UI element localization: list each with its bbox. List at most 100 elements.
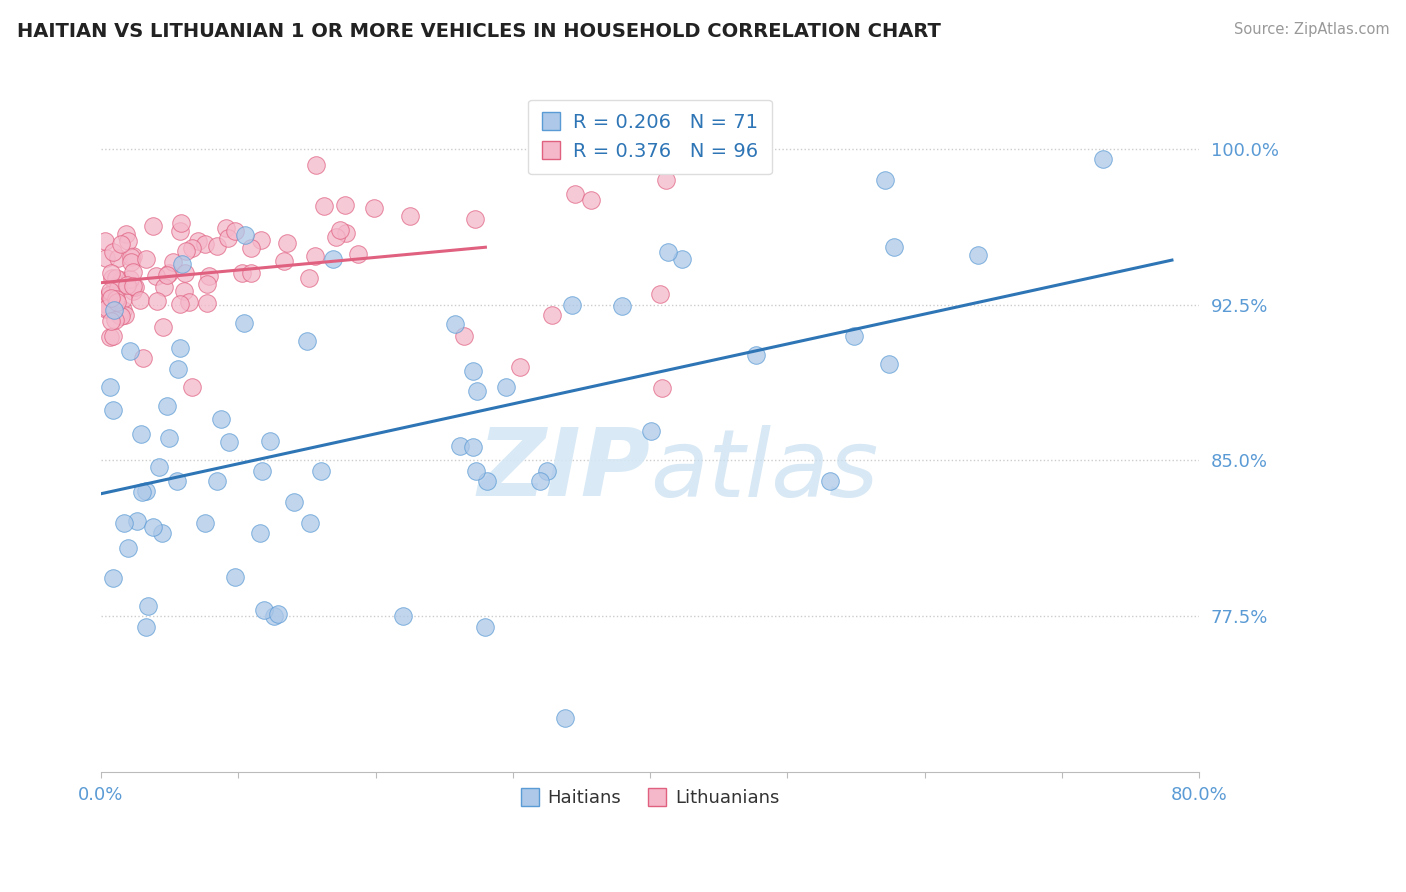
Point (112, 292, 135, 306)
Point (453, 328, 475, 343)
Point (94, 251, 117, 265)
Point (181, 380, 204, 394)
Point (463, 364, 485, 378)
Point (267, 607, 290, 622)
Point (101, 271, 124, 285)
Point (104, 271, 127, 285)
Point (295, 334, 318, 348)
Point (198, 268, 221, 283)
Point (335, 226, 357, 240)
Point (152, 320, 174, 334)
Point (118, 343, 141, 358)
Point (145, 269, 167, 284)
Point (104, 313, 127, 327)
Point (263, 609, 285, 624)
Point (475, 474, 498, 488)
Point (117, 541, 139, 555)
Point (640, 424, 662, 438)
Point (120, 250, 142, 264)
Point (135, 483, 157, 498)
Point (120, 272, 142, 286)
Point (224, 224, 246, 238)
Point (461, 440, 484, 454)
Point (276, 236, 298, 251)
Point (135, 619, 157, 633)
Point (100, 266, 122, 280)
Point (464, 212, 486, 227)
Point (120, 254, 142, 268)
Point (651, 381, 673, 395)
Point (110, 273, 132, 287)
Point (122, 285, 145, 299)
Point (325, 229, 347, 244)
Point (561, 298, 583, 312)
Point (153, 279, 176, 293)
Point (335, 198, 357, 212)
Point (138, 599, 160, 613)
Point (877, 357, 900, 371)
Point (464, 464, 486, 478)
Point (100, 314, 122, 328)
Point (125, 514, 148, 528)
Point (967, 248, 990, 262)
Point (108, 308, 131, 322)
Point (232, 317, 254, 331)
Point (465, 384, 488, 398)
Point (564, 187, 586, 202)
Point (224, 569, 246, 583)
Point (98, 380, 121, 394)
Point (148, 460, 170, 475)
Point (509, 359, 531, 374)
Point (581, 194, 603, 208)
Point (250, 464, 273, 478)
Point (117, 278, 139, 293)
Point (157, 431, 180, 445)
Point (249, 526, 271, 541)
Point (110, 237, 132, 252)
Point (156, 399, 179, 413)
Point (283, 495, 305, 509)
Point (94, 302, 117, 317)
Point (239, 266, 262, 280)
Point (170, 257, 193, 271)
Point (105, 294, 128, 309)
Point (129, 293, 152, 308)
Point (180, 241, 202, 255)
Point (101, 571, 124, 585)
Point (818, 474, 841, 488)
Point (655, 173, 678, 187)
Point (250, 234, 273, 248)
Point (103, 245, 125, 260)
Point (305, 158, 328, 172)
Point (157, 266, 180, 280)
Point (114, 308, 136, 322)
Point (610, 299, 633, 313)
Point (671, 252, 693, 266)
Point (540, 308, 562, 322)
Point (187, 235, 209, 249)
Point (209, 412, 232, 426)
Point (112, 516, 135, 530)
Point (100, 291, 122, 305)
Point (110, 309, 132, 323)
Point (146, 293, 169, 308)
Text: Source: ZipAtlas.com: Source: ZipAtlas.com (1233, 22, 1389, 37)
Point (207, 239, 229, 253)
Point (167, 361, 190, 376)
Point (121, 279, 143, 293)
Point (671, 140, 693, 154)
Point (169, 297, 191, 311)
Point (329, 223, 352, 237)
Point (363, 201, 385, 215)
Point (873, 172, 896, 186)
Point (142, 219, 165, 234)
Point (107, 281, 129, 295)
Point (103, 302, 125, 317)
Point (98, 288, 121, 302)
Point (96, 301, 118, 315)
Point (218, 434, 240, 449)
Point (169, 342, 191, 356)
Point (657, 245, 679, 260)
Point (156, 268, 179, 283)
Text: HAITIAN VS LITHUANIAN 1 OR MORE VEHICLES IN HOUSEHOLD CORRELATION CHART: HAITIAN VS LITHUANIAN 1 OR MORE VEHICLES… (17, 22, 941, 41)
